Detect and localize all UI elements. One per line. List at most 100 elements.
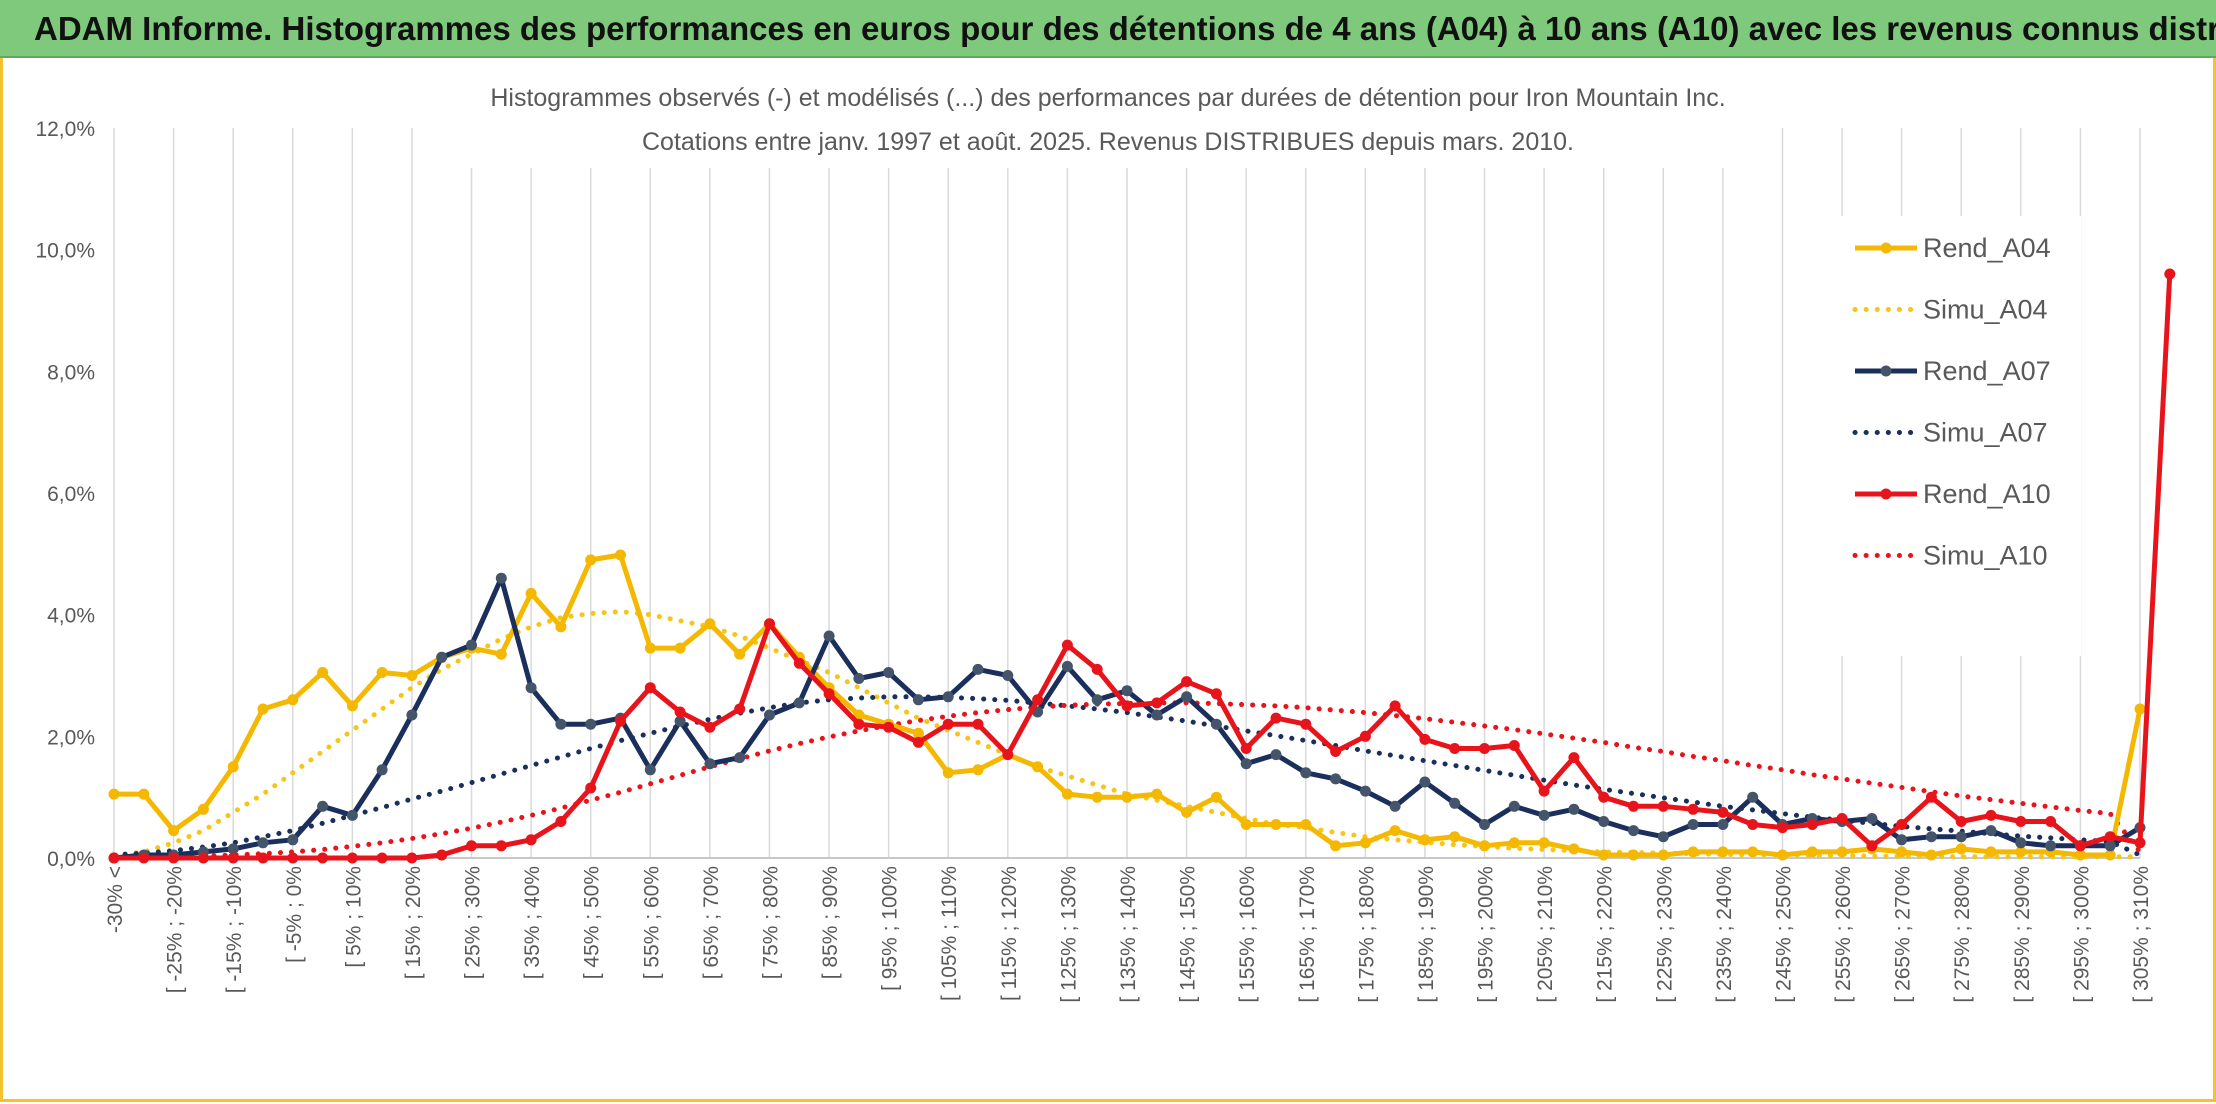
data-point [1270,712,1282,724]
data-point [1538,785,1550,797]
data-point [257,703,269,715]
data-point [644,642,656,654]
data-point [1777,849,1788,861]
data-point [346,809,358,821]
data-point [1896,834,1908,846]
data-point [1568,752,1580,764]
chart-title-backdrop [428,58,1768,168]
x-tick-label: [ 65% ; 70% [700,866,723,979]
data-point [2045,840,2057,852]
x-tick-label: [ 195% ; 200% [1475,866,1498,1003]
data-point [376,764,388,776]
data-point [1687,846,1699,858]
data-point [466,639,477,651]
x-tick-label: [ -25% ; -20% [164,866,187,993]
data-point [1151,697,1163,709]
data-point [525,834,537,846]
data-point [1449,831,1461,843]
data-point [1657,800,1669,812]
legend-label: Rend_A04 [1923,233,2051,263]
data-point [317,852,329,864]
data-point [1806,819,1818,830]
data-point [1896,819,1908,830]
data-point [346,852,358,864]
x-tick-label: [ 55% ; 60% [640,866,663,979]
data-point [1479,840,1490,852]
data-point [942,767,954,779]
data-point [555,718,567,730]
data-point [823,630,835,642]
y-tick-label: 2,0% [47,726,95,749]
data-point [257,837,269,849]
data-point [2045,816,2057,827]
data-point [1300,718,1312,730]
legend: Rend_A04 Simu_A04 Rend_A07 Simu_A07 Rend_A10… [1852,233,2051,571]
x-tick-label: [ 205% ; 210% [1534,866,1557,1003]
x-tick-label: [ 285% ; 290% [2011,866,2034,1003]
data-point [1002,670,1014,681]
data-point [883,667,895,678]
data-point [1985,809,1997,821]
x-tick-label: [ 75% ; 80% [759,866,782,979]
data-point [287,834,299,846]
data-point [1032,761,1044,773]
data-point [555,816,567,827]
x-axis-tick-labels: -30% < [ -25% ; -20% [ -15% ; -10% [ -5% ; … [104,866,2153,1003]
data-point [942,691,954,703]
data-point [585,718,597,730]
data-point [1955,831,1967,843]
series-line-Rend_A10 [114,273,2173,861]
data-point [1419,834,1431,846]
data-point [585,554,597,566]
data-point [287,852,299,864]
data-point [2104,840,2116,852]
y-tick-label: 8,0% [47,361,95,384]
data-point [1628,800,1639,812]
x-tick-label: [ -5% ; 0% [283,866,306,963]
data-point [2104,849,2116,861]
data-point [2015,816,2027,827]
legend-label: Simu_A07 [1923,418,2048,448]
data-point [227,852,239,864]
data-point [1836,813,1848,824]
x-tick-label: [ 125% ; 130% [1057,866,1080,1003]
data-point [197,852,209,864]
x-tick-label: [ 135% ; 140% [1117,866,1140,1003]
data-point [555,621,567,633]
data-point [1210,688,1222,700]
legend-item: Rend_A10 [1855,479,2051,509]
data-point [674,706,686,718]
data-point [1896,846,1908,858]
data-point [912,736,924,748]
legend-label: Rend_A10 [1923,479,2051,509]
series-Simu_A07 [111,694,2143,858]
data-point [912,727,924,739]
data-point [793,657,805,669]
data-point [1508,740,1520,751]
data-point [2074,849,2086,861]
data-point [1538,809,1550,821]
data-point [406,709,418,721]
data-point [674,715,686,727]
data-point [1181,691,1193,703]
x-tick-label: [ 225% ; 230% [1653,866,1676,1003]
data-point [1747,791,1759,803]
x-tick-label: [ 5% ; 10% [342,866,365,968]
x-tick-label: [ 215% ; 220% [1594,866,1617,1003]
x-tick-label: [ 145% ; 150% [1177,866,1200,1003]
legend-item: Simu_A07 [1852,418,2048,448]
data-point [1747,846,1759,858]
data-point [108,852,120,864]
chart-subtitle: Cotations entre janv. 1997 et août. 2025… [642,128,1574,156]
data-point [227,843,239,855]
data-point [227,761,239,773]
chart-title: Histogrammes observés (-) et modélisés (… [490,84,1725,112]
data-point [1687,803,1699,815]
report-banner-title: ADAM Informe. Histogrammes des performan… [0,0,2216,58]
y-tick-label: 0,0% [47,848,95,871]
data-point [406,852,418,864]
data-point [972,718,984,730]
data-point [1210,718,1222,730]
data-point [644,682,656,694]
